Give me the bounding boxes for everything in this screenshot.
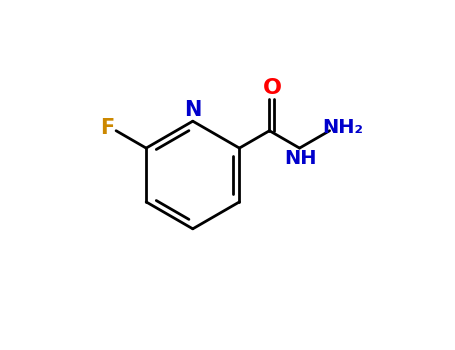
Text: NH₂: NH₂: [322, 118, 363, 137]
Text: NH: NH: [284, 149, 317, 168]
Text: N: N: [184, 100, 202, 120]
Text: F: F: [101, 118, 115, 138]
Text: O: O: [263, 78, 281, 98]
